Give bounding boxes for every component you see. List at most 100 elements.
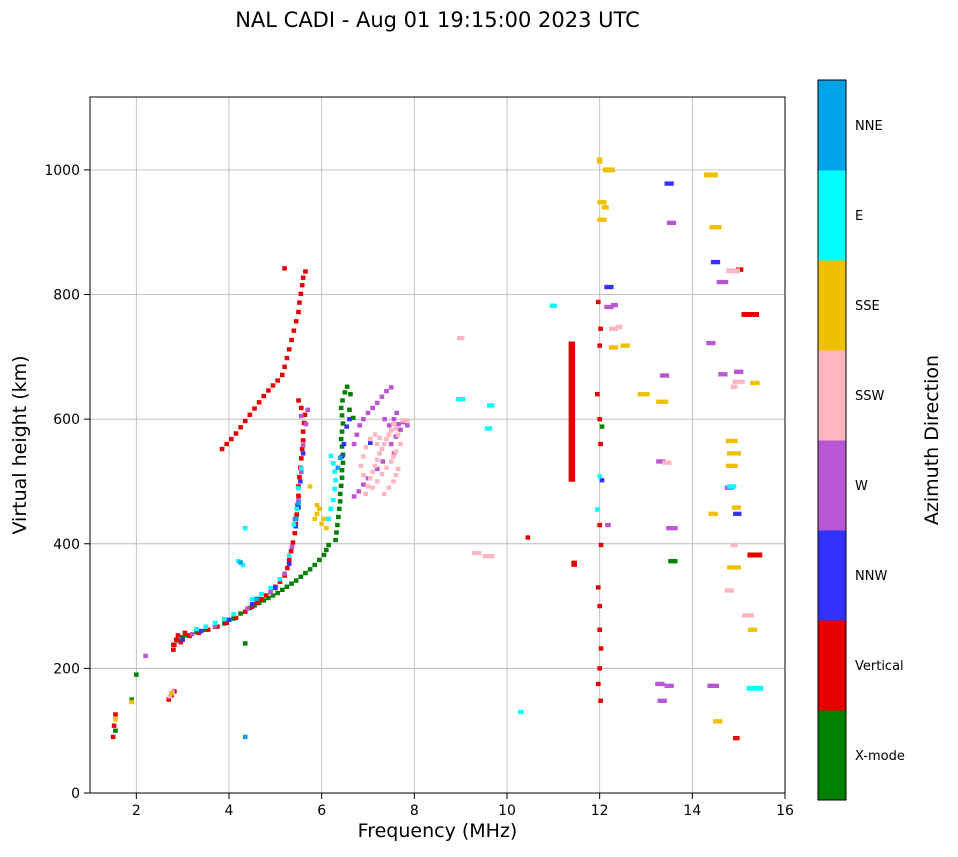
echo-point-SSW xyxy=(384,465,389,470)
echo-point-Vertical xyxy=(275,378,280,383)
echo-point-Vertical xyxy=(299,446,305,452)
echo-point-SSW xyxy=(374,457,380,462)
echo-point-NNW xyxy=(180,637,185,642)
x-tick-label: 4 xyxy=(225,803,234,819)
echo-point-SSW xyxy=(379,446,385,452)
y-tick-label: 0 xyxy=(71,786,80,802)
echo-point-X-mode xyxy=(134,672,139,677)
echo-point-X-mode xyxy=(312,562,318,568)
echo-point-SSW xyxy=(393,449,399,454)
echo-point-W xyxy=(604,304,614,310)
echo-point-W xyxy=(268,590,274,595)
echo-point-W xyxy=(289,544,295,550)
colorbar-category-label: NNE xyxy=(855,119,883,134)
echo-point-E xyxy=(242,526,248,531)
echo-point-Vertical xyxy=(233,615,239,621)
echo-point-X-mode xyxy=(293,578,299,583)
echo-point-X-mode xyxy=(339,444,345,449)
echo-point-E xyxy=(268,585,274,591)
echo-point-E xyxy=(328,506,334,512)
echo-point-X-mode xyxy=(279,587,285,593)
echo-point-Vertical xyxy=(256,400,262,405)
echo-point-SSW xyxy=(167,694,173,699)
echo-point-X-mode xyxy=(113,728,118,733)
echo-point-Vertical xyxy=(598,698,603,703)
echo-point-W xyxy=(382,416,387,422)
echo-point-SSE xyxy=(113,717,118,722)
echo-point-W xyxy=(398,427,403,432)
x-tick-label: 10 xyxy=(498,803,516,819)
echo-point-W xyxy=(716,279,729,285)
echo-point-X-mode xyxy=(333,537,338,543)
echo-point-SSW xyxy=(398,441,403,447)
echo-point-NNW xyxy=(368,440,373,445)
echo-point-Vertical xyxy=(182,630,188,636)
echo-point-SSW xyxy=(391,454,396,459)
echo-point-W xyxy=(298,469,304,475)
echo-point-NNW xyxy=(664,181,674,186)
echo-point-X-mode xyxy=(307,567,313,572)
echo-point-SSW xyxy=(368,436,373,442)
echo-point-NNE xyxy=(293,516,299,522)
colorbar-category-label: X-mode xyxy=(855,749,905,764)
echo-point-Vertical xyxy=(113,712,118,717)
echo-point-SSW xyxy=(393,426,399,431)
echo-point-SSE xyxy=(637,392,650,397)
echo-point-Vertical xyxy=(282,364,287,369)
echo-point-W xyxy=(143,653,148,659)
echo-point-SSE xyxy=(129,699,135,705)
colorbar-category-label: W xyxy=(855,479,868,494)
echo-point-W xyxy=(361,416,366,422)
echo-point-Vertical xyxy=(296,493,301,498)
echo-point-Vertical xyxy=(297,474,302,480)
echo-point-Vertical xyxy=(247,412,253,417)
echo-point-SSE xyxy=(314,511,320,517)
echo-point-E xyxy=(249,597,255,602)
echo-point-NNW xyxy=(347,416,352,422)
echo-point-E xyxy=(595,507,600,512)
colorbar-segment-NNW xyxy=(818,530,846,621)
echo-point-SSE xyxy=(597,200,607,205)
echo-point-Vertical xyxy=(242,418,248,424)
echo-point-E xyxy=(194,626,199,632)
x-tick-label: 2 xyxy=(132,803,141,819)
colorbar-category-label: Vertical xyxy=(855,659,904,674)
colorbar-category-label: SSE xyxy=(855,299,880,314)
echo-point-SSW xyxy=(615,324,623,330)
echo-point-E xyxy=(222,616,227,622)
echo-point-SSW xyxy=(393,473,399,478)
colorbar-segment-NNE xyxy=(818,80,846,171)
echo-point-Vertical xyxy=(111,723,117,728)
echo-point-SSW xyxy=(381,491,387,497)
echo-point-W xyxy=(388,441,394,447)
echo-point-NNW xyxy=(298,479,303,484)
echo-point-NNW xyxy=(249,602,255,607)
echo-point-Vertical xyxy=(597,416,602,422)
echo-point-SSW xyxy=(724,588,735,593)
echo-point-X-mode xyxy=(340,421,346,426)
echo-point-X-mode xyxy=(336,506,342,512)
echo-point-X-mode xyxy=(129,697,135,702)
echo-point-Vertical xyxy=(166,697,172,702)
echo-point-W xyxy=(370,405,375,411)
echo-point-SSE xyxy=(596,157,603,164)
echo-point-Vertical xyxy=(261,393,267,399)
echo-point-X-mode xyxy=(337,499,343,504)
echo-point-W xyxy=(656,459,666,464)
echo-point-SSE xyxy=(312,516,318,522)
colorbar-segment-Vertical xyxy=(818,620,846,711)
echo-point-SSW xyxy=(400,418,410,423)
echo-point-E xyxy=(330,461,336,466)
echo-point-E xyxy=(296,486,301,491)
echo-point-Vertical xyxy=(259,597,264,602)
echo-point-X-mode xyxy=(303,570,308,576)
echo-point-Vertical xyxy=(302,412,308,417)
echo-point-X-mode xyxy=(350,415,356,421)
echo-point-SSW xyxy=(391,479,396,484)
echo-point-Vertical xyxy=(286,557,292,563)
echo-point-Vertical xyxy=(568,341,576,482)
echo-point-Vertical xyxy=(303,269,308,274)
colorbar-border xyxy=(817,79,847,801)
echo-point-X-mode xyxy=(340,398,345,403)
echo-point-Vertical xyxy=(598,542,604,548)
